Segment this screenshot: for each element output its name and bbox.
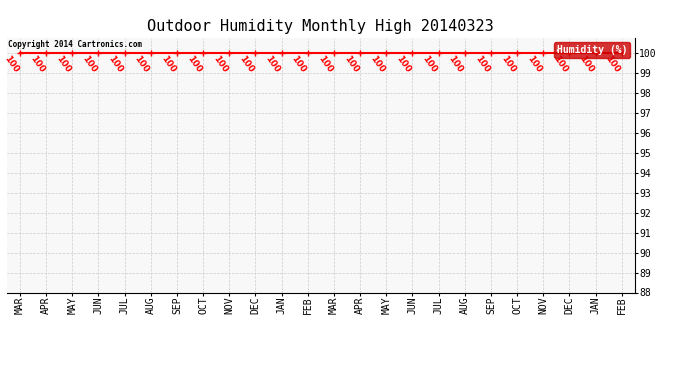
Text: 100: 100 (159, 54, 177, 75)
Text: 100: 100 (2, 54, 20, 75)
Text: 100: 100 (446, 54, 465, 75)
Text: 100: 100 (551, 54, 569, 75)
Text: 100: 100 (237, 54, 255, 75)
Text: Copyright 2014 Cartronics.com: Copyright 2014 Cartronics.com (8, 40, 141, 49)
Text: 100: 100 (421, 54, 439, 75)
Text: 100: 100 (604, 54, 622, 75)
Title: Outdoor Humidity Monthly High 20140323: Outdoor Humidity Monthly High 20140323 (148, 18, 494, 33)
Text: 100: 100 (499, 54, 517, 75)
Text: 100: 100 (81, 54, 99, 75)
Text: 100: 100 (132, 54, 151, 75)
Text: 100: 100 (368, 54, 386, 75)
Text: 100: 100 (290, 54, 308, 75)
Text: 100: 100 (107, 54, 125, 75)
Text: 100: 100 (211, 54, 229, 75)
Legend: Humidity (%): Humidity (%) (553, 42, 630, 58)
Text: 100: 100 (578, 54, 595, 75)
Text: 100: 100 (395, 54, 413, 75)
Text: 100: 100 (316, 54, 334, 75)
Text: 100: 100 (185, 54, 203, 75)
Text: 100: 100 (264, 54, 282, 75)
Text: 100: 100 (473, 54, 491, 75)
Text: 100: 100 (525, 54, 543, 75)
Text: 100: 100 (55, 54, 72, 75)
Text: 100: 100 (28, 54, 46, 75)
Text: 100: 100 (342, 54, 360, 75)
